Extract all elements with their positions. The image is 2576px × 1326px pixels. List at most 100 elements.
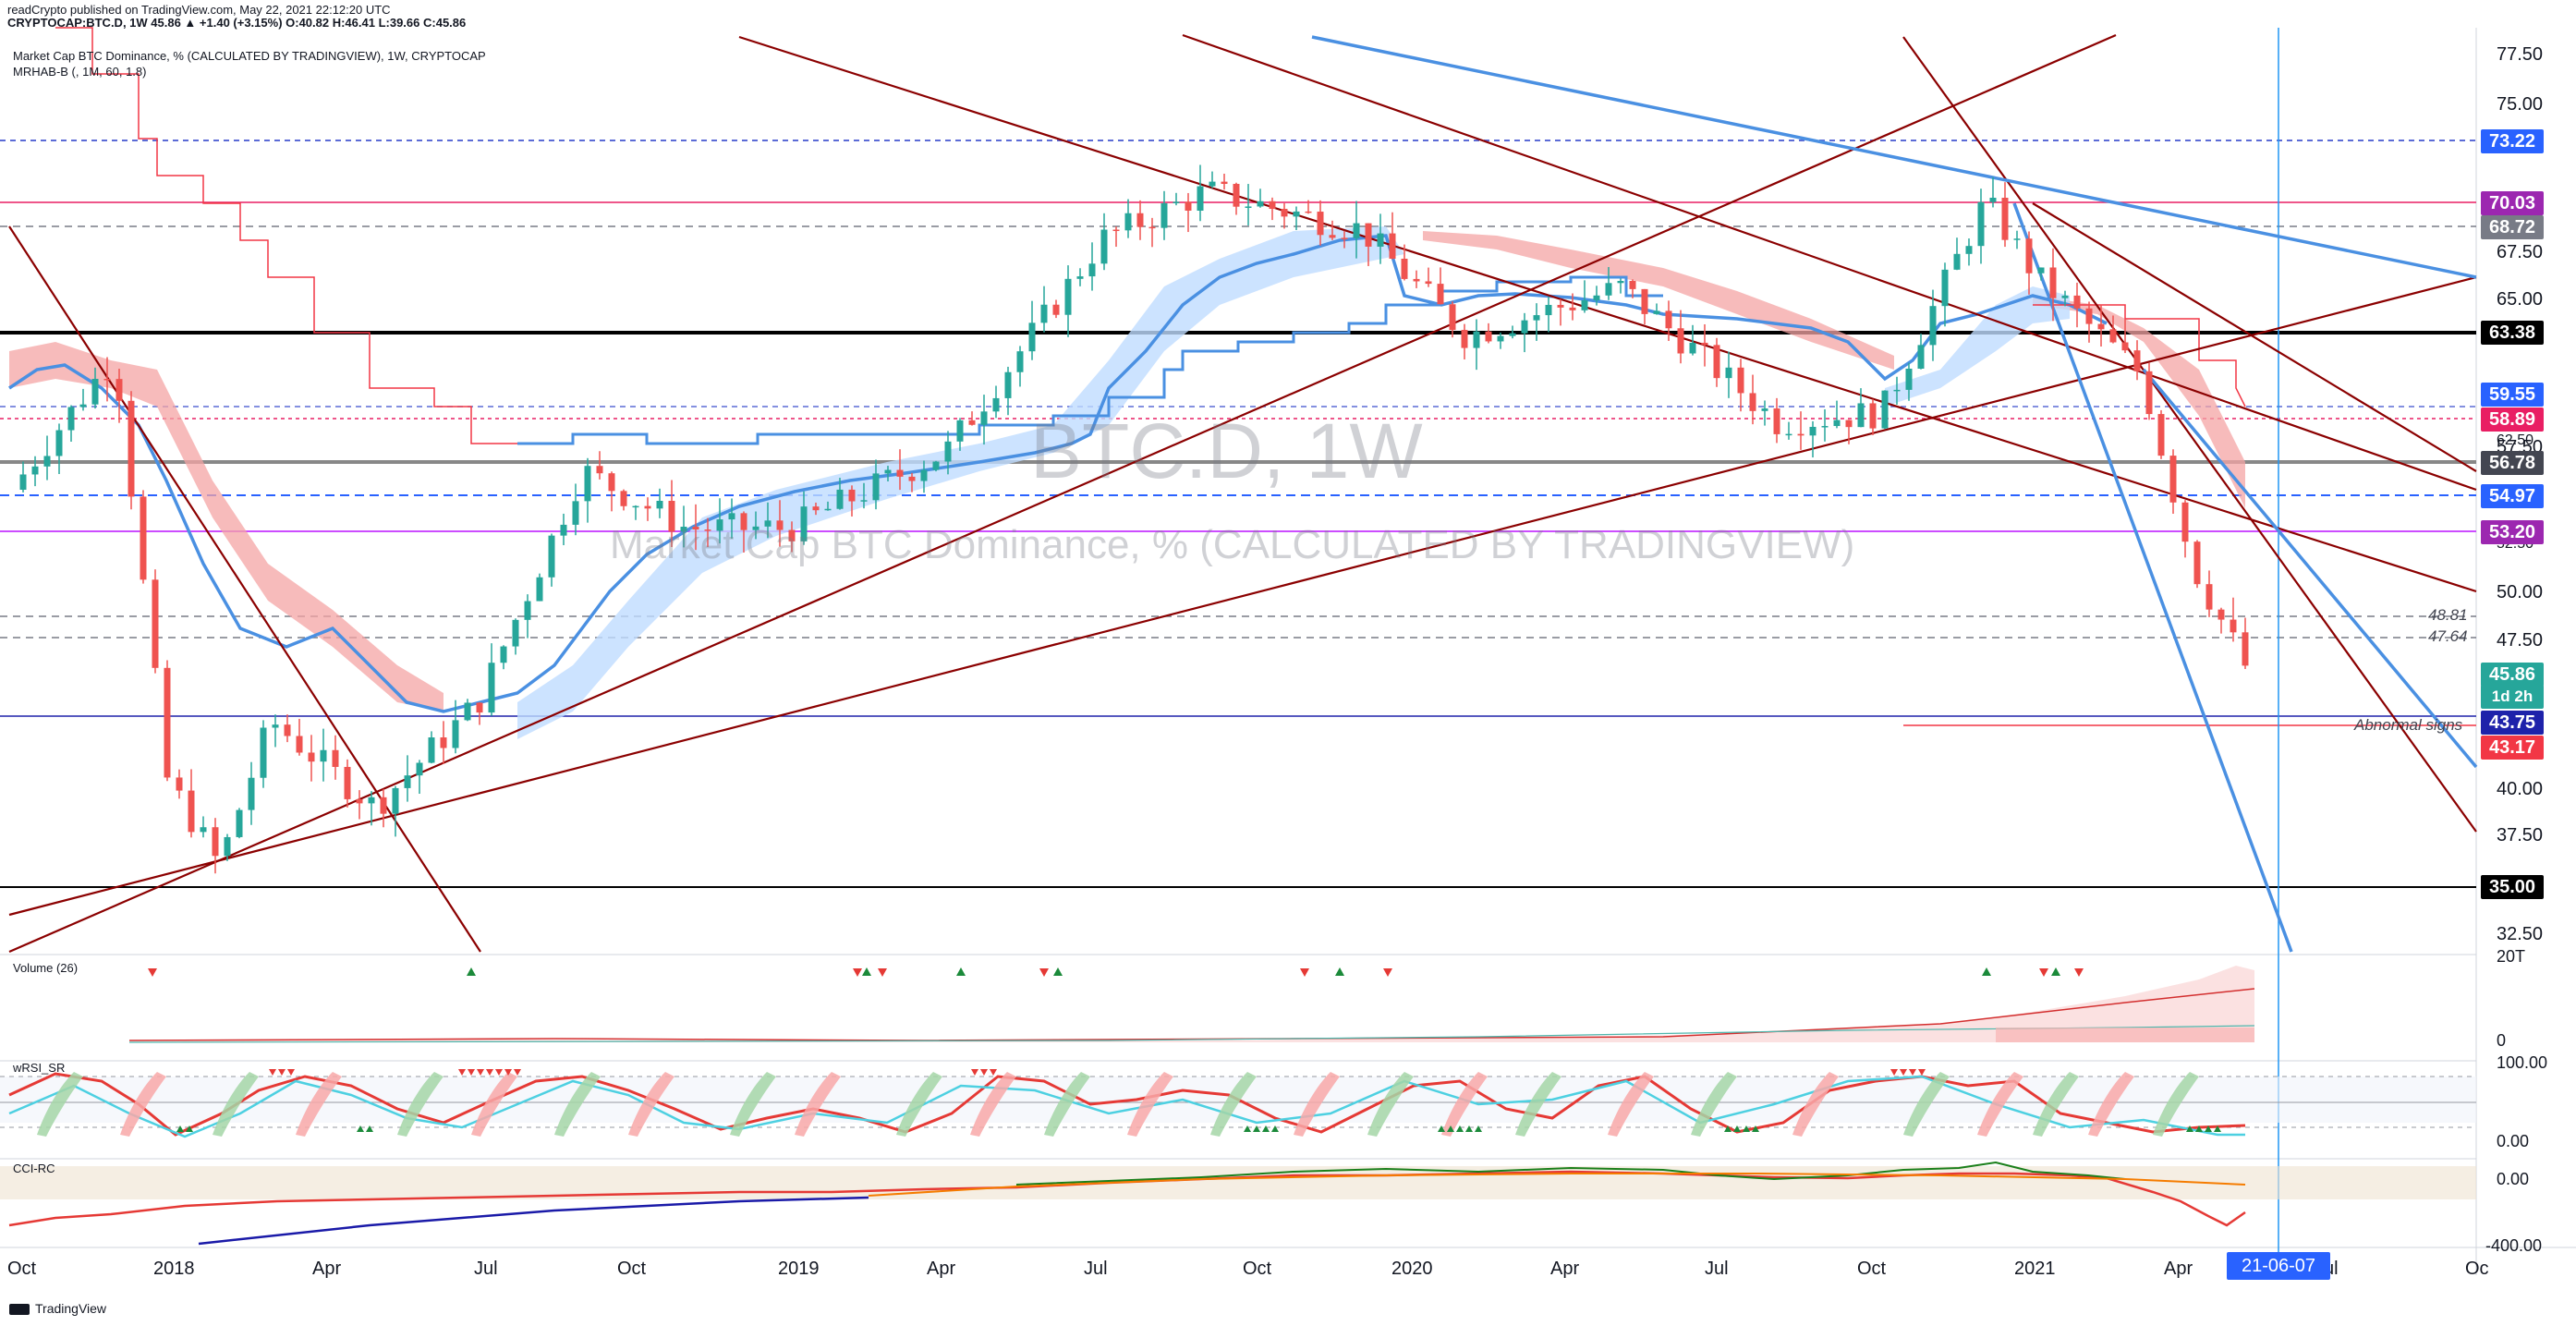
candle-body[interactable]: [1905, 368, 1913, 390]
cci-panel-title[interactable]: CCI-RC: [13, 1162, 55, 1175]
candle-body[interactable]: [680, 527, 687, 532]
candle-body[interactable]: [1425, 281, 1432, 285]
candle-body[interactable]: [1533, 315, 1540, 321]
candle-body[interactable]: [836, 489, 844, 509]
candle-body[interactable]: [716, 519, 723, 531]
candle-body[interactable]: [2025, 238, 2033, 274]
candle-body[interactable]: [1845, 420, 1853, 428]
candle-body[interactable]: [1653, 310, 1660, 314]
candle-body[interactable]: [1989, 197, 1997, 202]
candle-body[interactable]: [1449, 304, 1456, 331]
candle-body[interactable]: [1473, 331, 1480, 348]
candle-body[interactable]: [1509, 333, 1516, 336]
candle-body[interactable]: [452, 720, 459, 748]
candle-body[interactable]: [1713, 345, 1720, 379]
candle-body[interactable]: [176, 777, 183, 791]
candle-body[interactable]: [19, 474, 27, 490]
candle-body[interactable]: [1329, 235, 1336, 238]
candle-body[interactable]: [2073, 295, 2081, 309]
candle-body[interactable]: [1809, 426, 1817, 436]
candle-body[interactable]: [1293, 211, 1300, 217]
candle-body[interactable]: [1881, 390, 1889, 429]
candle-body[interactable]: [1173, 201, 1180, 203]
candle-body[interactable]: [1821, 426, 1829, 428]
candle-body[interactable]: [236, 809, 243, 837]
candle-body[interactable]: [1461, 330, 1468, 348]
candle-body[interactable]: [956, 420, 964, 442]
candle-body[interactable]: [1413, 278, 1420, 282]
candle-body[interactable]: [1665, 310, 1672, 329]
candle-body[interactable]: [1245, 206, 1252, 208]
candle-body[interactable]: [103, 378, 111, 381]
candle-body[interactable]: [392, 787, 399, 814]
candle-body[interactable]: [2061, 295, 2069, 298]
candle-body[interactable]: [152, 579, 159, 668]
candle-body[interactable]: [1281, 209, 1288, 217]
study-legend[interactable]: Market Cap BTC Dominance, % (CALCULATED …: [13, 48, 486, 79]
candle-body[interactable]: [248, 777, 255, 810]
candle-body[interactable]: [1725, 367, 1732, 379]
candle-body[interactable]: [1977, 201, 1985, 247]
candle-body[interactable]: [43, 456, 51, 467]
candle-body[interactable]: [536, 577, 543, 602]
candle-body[interactable]: [212, 827, 219, 857]
candle-body[interactable]: [1377, 233, 1384, 247]
candle-body[interactable]: [128, 400, 135, 497]
candle-body[interactable]: [428, 737, 435, 763]
candle-body[interactable]: [1269, 201, 1276, 210]
candle-body[interactable]: [704, 529, 711, 531]
candle-body[interactable]: [1028, 322, 1036, 352]
candle-body[interactable]: [656, 501, 663, 509]
candle-body[interactable]: [115, 379, 123, 401]
candle-body[interactable]: [1004, 371, 1012, 398]
candle-body[interactable]: [2218, 609, 2225, 620]
candle-body[interactable]: [608, 473, 615, 492]
candle-body[interactable]: [1629, 281, 1636, 289]
candle-body[interactable]: [188, 790, 195, 833]
annotation-abnormal-signs[interactable]: Abnormal signs: [2354, 716, 2463, 734]
candle-body[interactable]: [1941, 269, 1949, 307]
candle-body[interactable]: [812, 506, 820, 511]
candle-body[interactable]: [2230, 619, 2237, 633]
candle-body[interactable]: [1641, 288, 1648, 314]
candle-body[interactable]: [1197, 186, 1204, 211]
candle-body[interactable]: [1160, 202, 1168, 228]
candle-body[interactable]: [776, 520, 784, 530]
candle-body[interactable]: [1545, 304, 1552, 316]
candle-body[interactable]: [944, 441, 952, 462]
candle-body[interactable]: [2242, 632, 2249, 666]
candle-body[interactable]: [548, 535, 555, 578]
candle-body[interactable]: [2205, 584, 2213, 610]
candle-body[interactable]: [55, 430, 63, 456]
candle-body[interactable]: [2157, 414, 2165, 456]
candle-body[interactable]: [1401, 258, 1408, 279]
candle-body[interactable]: [464, 702, 471, 721]
candle-body[interactable]: [67, 407, 75, 431]
candle-body[interactable]: [1761, 408, 1768, 411]
indicator-legend[interactable]: MRHAB-B (, 1M, 60, 1.8): [13, 65, 147, 79]
candle-body[interactable]: [344, 766, 351, 799]
candle-body[interactable]: [1773, 408, 1780, 434]
candle-body[interactable]: [2169, 456, 2177, 503]
candle-body[interactable]: [1893, 389, 1901, 392]
candle-body[interactable]: [668, 501, 675, 532]
candle-body[interactable]: [200, 827, 207, 833]
wrsi-panel-title[interactable]: wRSI_SR: [13, 1061, 66, 1075]
candle-body[interactable]: [1305, 211, 1312, 213]
candle-body[interactable]: [476, 702, 483, 713]
candle-body[interactable]: [1785, 433, 1792, 436]
candle-body[interactable]: [980, 411, 988, 425]
candle-body[interactable]: [1593, 295, 1600, 300]
volume-panel-title[interactable]: Volume (26): [13, 961, 79, 975]
candle-body[interactable]: [296, 736, 303, 753]
candle-body[interactable]: [1100, 229, 1108, 264]
candle-body[interactable]: [2097, 323, 2105, 330]
candle-body[interactable]: [1797, 433, 1804, 436]
candle-body[interactable]: [1929, 306, 1937, 346]
candle-body[interactable]: [1689, 342, 1696, 354]
candle-body[interactable]: [1209, 181, 1216, 187]
candle-body[interactable]: [1497, 335, 1504, 342]
candle-body[interactable]: [1521, 320, 1528, 334]
candle-body[interactable]: [620, 491, 627, 506]
